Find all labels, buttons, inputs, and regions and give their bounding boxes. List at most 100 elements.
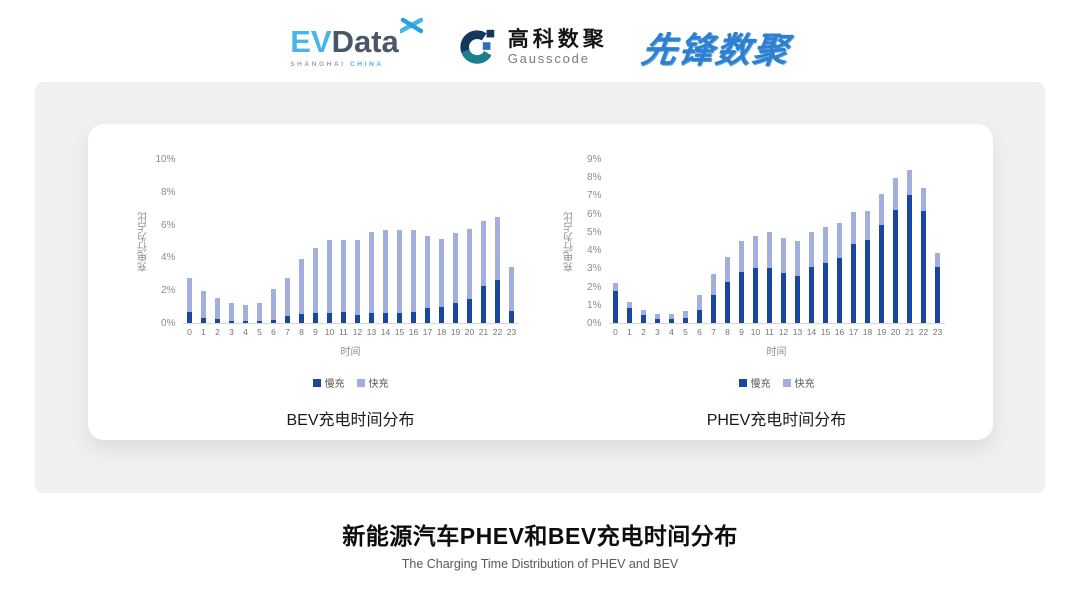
y-tick-label: 9% <box>587 154 602 165</box>
chart-bev: 充电行为占比 0% 2% 4% 6% 8% 10% 0 1 2 3 4 5 6 7 8 9 10 11 12 13 14 1… <box>137 124 519 430</box>
stacked-bar-h0 <box>187 277 192 323</box>
segment-slow <box>383 313 388 323</box>
stacked-bar-h10 <box>753 235 758 323</box>
bar-slot <box>721 160 735 323</box>
segment-slow <box>669 319 674 323</box>
segment-fast <box>187 277 192 313</box>
segment-slow <box>865 240 870 323</box>
bar-slot <box>735 160 749 323</box>
bar-slot <box>393 160 407 323</box>
segment-slow <box>271 319 276 323</box>
x-tick-label: 11 <box>339 327 348 337</box>
segment-fast <box>669 313 674 320</box>
x-tick-label: 9 <box>739 327 744 337</box>
segment-slow <box>257 320 262 323</box>
gausscode-logo: 高科数聚 Gausscode <box>457 26 608 68</box>
segment-fast <box>851 211 856 244</box>
stacked-bar-h3 <box>229 303 234 323</box>
x-tick-label: 2 <box>215 327 220 337</box>
segment-fast <box>795 241 800 276</box>
x-tick-label: 19 <box>876 327 887 337</box>
y-tick-label: 0% <box>587 318 602 329</box>
segment-fast <box>229 303 234 321</box>
bar-slot <box>309 160 323 323</box>
x-tick-label: 2 <box>641 327 646 337</box>
bar-slot <box>463 160 477 323</box>
x-tick-label: 17 <box>422 327 433 337</box>
evdata-wordmark: EVData <box>290 18 423 57</box>
stacked-bar-h7 <box>711 273 716 323</box>
y-axis-label: 充电行为占比 <box>564 212 575 272</box>
x-tick-label: 8 <box>299 327 304 337</box>
segment-slow <box>725 282 730 323</box>
y-tick-label: 4% <box>587 245 602 257</box>
segment-slow <box>809 267 814 323</box>
bar-slot <box>665 160 679 323</box>
x-tick-label: 21 <box>478 327 489 337</box>
bar-slot <box>917 160 931 323</box>
bar-slot <box>477 160 491 323</box>
segment-slow <box>711 294 716 323</box>
bar-slot <box>693 160 707 323</box>
bar-slot <box>609 160 623 323</box>
legend-item: 快充 <box>356 375 389 390</box>
xianfeng-logo: 先锋数聚 <box>638 30 793 70</box>
bar-slot <box>623 160 637 323</box>
bar-slot <box>239 160 253 323</box>
stacked-bar-h6 <box>271 289 276 323</box>
segment-slow <box>467 299 472 323</box>
stacked-bar-h4 <box>669 313 674 323</box>
stacked-bar-h8 <box>725 256 730 323</box>
chart-phev: 充电行为占比 0% 1% 2% 3% 4% 5% 6% 7% 8% 9% 0 1 2 3 4 5 6 7 8 9 10 11… <box>563 124 945 430</box>
segment-fast <box>823 226 828 263</box>
segment-fast <box>411 229 416 312</box>
x-tick-label: 8 <box>725 327 730 337</box>
gausscode-icon <box>460 29 494 64</box>
x-tick-label: 12 <box>778 327 789 337</box>
legend-swatch-icon <box>782 378 791 387</box>
x-tick-label: 4 <box>669 327 674 337</box>
segment-slow <box>767 268 772 323</box>
legend-swatch-icon <box>738 378 747 387</box>
stacked-bar-h19 <box>453 232 458 323</box>
main-subtitle: The Charging Time Distribution of PHEV a… <box>401 557 679 571</box>
segment-fast <box>481 220 486 287</box>
header-logos: EVData SHANGHAI CHINA 高科数聚 Gausscode 先锋数… <box>0 0 1080 72</box>
bar-slot <box>833 160 847 323</box>
segment-slow <box>215 318 220 323</box>
y-tick-label: 4% <box>161 252 176 264</box>
segment-fast <box>935 252 940 268</box>
x-axis-label: 时间 <box>340 347 361 358</box>
bar-slot <box>365 160 379 323</box>
stacked-bar-h11 <box>341 240 346 323</box>
x-tick-label: 3 <box>655 327 660 337</box>
segment-fast <box>201 291 206 319</box>
segment-slow <box>341 312 346 323</box>
bar-slot <box>791 160 805 323</box>
segment-fast <box>509 267 514 311</box>
stacked-bar-h14 <box>383 229 388 323</box>
stacked-bar-h0 <box>613 282 618 323</box>
segment-fast <box>285 277 290 317</box>
stacked-bar-h7 <box>285 277 290 323</box>
y-tick-label: 2% <box>161 285 176 297</box>
stacked-bar-h1 <box>627 302 632 323</box>
x-tick-label: 18 <box>862 327 873 337</box>
legend-label: 慢充 <box>324 379 345 390</box>
bar-slot <box>679 160 693 323</box>
segment-slow <box>879 224 884 323</box>
bar-slot <box>267 160 281 323</box>
bar-slot <box>449 160 463 323</box>
x-tick-label: 22 <box>918 327 929 337</box>
legend-phev: 慢充 快充 <box>609 375 945 390</box>
x-tick-label: 15 <box>394 327 405 337</box>
segment-fast <box>697 294 702 311</box>
y-tick-label: 8% <box>587 172 602 184</box>
chart-title-phev: PHEV充电时间分布 <box>706 412 847 429</box>
stacked-bar-h12 <box>355 240 360 323</box>
bar-slot <box>435 160 449 323</box>
bar-slot <box>281 160 295 323</box>
segment-slow <box>907 195 912 323</box>
segment-fast <box>725 256 730 282</box>
segment-slow <box>655 319 660 323</box>
